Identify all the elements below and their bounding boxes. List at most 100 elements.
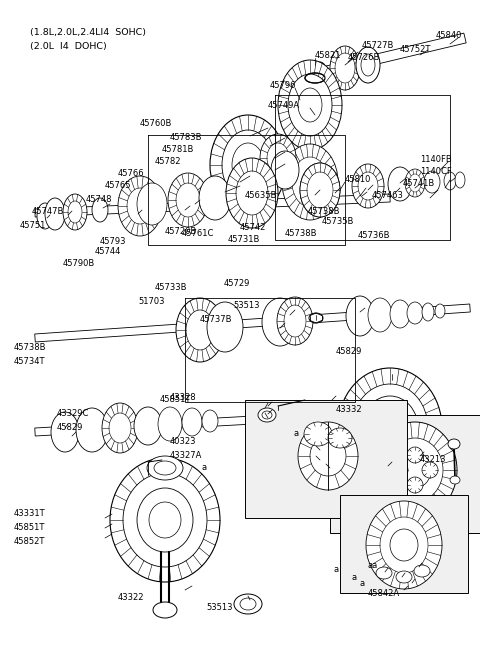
Text: 45852T: 45852T: [14, 537, 46, 547]
Text: 45851T: 45851T: [14, 524, 46, 533]
Ellipse shape: [134, 407, 162, 445]
Ellipse shape: [313, 62, 327, 86]
Text: 45726B: 45726B: [348, 53, 380, 62]
Text: 45782: 45782: [155, 158, 181, 166]
Ellipse shape: [388, 167, 412, 201]
Ellipse shape: [414, 565, 430, 577]
Text: 45738B: 45738B: [308, 208, 340, 217]
Ellipse shape: [407, 447, 423, 463]
Text: 45821: 45821: [315, 51, 341, 60]
Ellipse shape: [147, 456, 183, 480]
Ellipse shape: [310, 436, 346, 476]
Text: a: a: [334, 566, 339, 574]
Ellipse shape: [92, 198, 108, 222]
Ellipse shape: [455, 172, 465, 188]
Text: 43329C: 43329C: [57, 409, 89, 419]
Ellipse shape: [366, 501, 442, 589]
Ellipse shape: [362, 396, 418, 460]
Text: 45635B: 45635B: [245, 191, 277, 200]
Ellipse shape: [262, 411, 272, 419]
Ellipse shape: [154, 461, 176, 475]
Text: 45731B: 45731B: [228, 235, 260, 244]
Polygon shape: [35, 304, 470, 342]
Ellipse shape: [210, 115, 286, 215]
Text: 45840: 45840: [436, 32, 462, 41]
Text: 51703: 51703: [138, 298, 165, 307]
Ellipse shape: [168, 173, 208, 227]
Text: 45733B: 45733B: [155, 284, 188, 292]
Ellipse shape: [356, 47, 380, 83]
Ellipse shape: [338, 368, 442, 488]
Text: a: a: [202, 463, 207, 472]
Ellipse shape: [330, 46, 360, 90]
Text: 45783B: 45783B: [170, 133, 203, 143]
Polygon shape: [35, 194, 390, 217]
Text: 45851T: 45851T: [160, 396, 192, 405]
Ellipse shape: [123, 473, 207, 567]
Ellipse shape: [260, 134, 296, 182]
Ellipse shape: [102, 403, 138, 453]
Text: 45727B: 45727B: [362, 41, 395, 51]
Text: (2.0L  I4  DOHC): (2.0L I4 DOHC): [30, 41, 107, 51]
Text: 45829: 45829: [336, 348, 362, 357]
Text: 43332: 43332: [336, 405, 362, 415]
Text: 1140FB: 1140FB: [420, 156, 452, 164]
Text: 45734T: 45734T: [14, 357, 46, 367]
Ellipse shape: [374, 410, 406, 446]
Text: 53513: 53513: [206, 604, 232, 612]
Text: 43328: 43328: [170, 394, 197, 403]
Ellipse shape: [435, 304, 445, 318]
Ellipse shape: [422, 462, 438, 478]
Ellipse shape: [304, 422, 332, 446]
Ellipse shape: [405, 169, 425, 197]
Ellipse shape: [207, 302, 243, 352]
Ellipse shape: [407, 477, 423, 493]
Ellipse shape: [390, 529, 418, 561]
Text: 45749A: 45749A: [268, 101, 300, 110]
Text: 45760B: 45760B: [140, 120, 172, 129]
Text: a: a: [351, 574, 356, 583]
Ellipse shape: [390, 300, 410, 328]
Ellipse shape: [373, 422, 457, 518]
Text: 45781B: 45781B: [162, 145, 194, 154]
Ellipse shape: [118, 176, 162, 236]
Ellipse shape: [448, 439, 460, 449]
Ellipse shape: [300, 163, 340, 217]
Ellipse shape: [222, 130, 274, 200]
Ellipse shape: [368, 298, 392, 332]
Ellipse shape: [262, 406, 278, 430]
Text: 45738B: 45738B: [285, 229, 317, 238]
Bar: [245, 400, 407, 518]
Ellipse shape: [298, 422, 358, 490]
Ellipse shape: [300, 163, 340, 217]
Ellipse shape: [258, 408, 276, 422]
Ellipse shape: [399, 452, 431, 488]
Ellipse shape: [37, 203, 53, 229]
Ellipse shape: [63, 194, 87, 230]
Ellipse shape: [158, 407, 182, 441]
Bar: [330, 415, 480, 533]
Text: 45810: 45810: [345, 175, 372, 185]
Ellipse shape: [149, 502, 181, 538]
Ellipse shape: [199, 176, 231, 220]
Ellipse shape: [407, 302, 423, 324]
Text: 45796: 45796: [270, 81, 297, 89]
Text: 53513: 53513: [233, 302, 260, 311]
Ellipse shape: [202, 410, 218, 432]
Text: 45766: 45766: [118, 170, 144, 179]
Ellipse shape: [282, 144, 338, 220]
Text: 45736B: 45736B: [358, 231, 391, 240]
Text: 45790B: 45790B: [63, 260, 95, 269]
Ellipse shape: [153, 602, 177, 618]
Text: 45765: 45765: [105, 181, 132, 191]
Text: 45729: 45729: [224, 279, 251, 288]
Ellipse shape: [298, 88, 322, 122]
Text: 45720B: 45720B: [165, 227, 197, 237]
Text: (1.8L,2.0L,2.4LI4  SOHC): (1.8L,2.0L,2.4LI4 SOHC): [30, 28, 146, 37]
Text: 45744: 45744: [95, 248, 121, 256]
Text: 45829: 45829: [57, 424, 84, 432]
Text: a: a: [294, 430, 299, 438]
Ellipse shape: [110, 458, 220, 582]
Text: 457463: 457463: [372, 191, 404, 200]
Ellipse shape: [232, 143, 264, 187]
